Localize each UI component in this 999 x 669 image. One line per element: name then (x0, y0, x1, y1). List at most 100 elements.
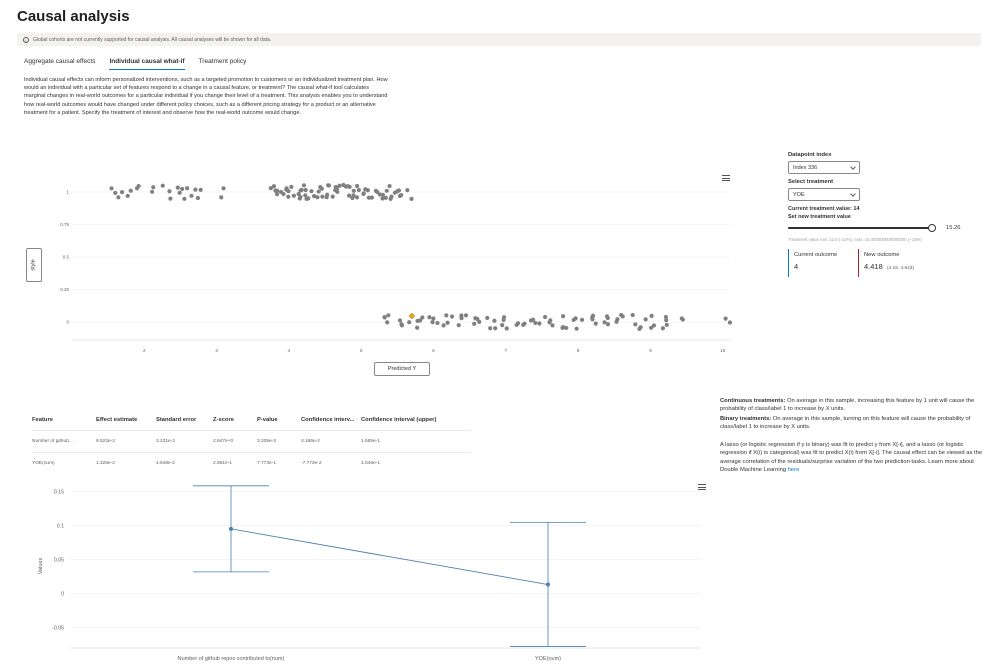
data-point (351, 188, 356, 193)
data-point (441, 323, 446, 328)
data-point (561, 324, 566, 330)
data-point (383, 195, 388, 200)
data-point (528, 318, 534, 323)
data-point (119, 189, 125, 195)
data-point (315, 195, 320, 200)
y-axis-selector-button[interactable]: style (26, 248, 42, 282)
data-point (334, 187, 339, 192)
data-point (128, 188, 133, 193)
treatment-slider[interactable] (788, 224, 936, 232)
data-point (167, 189, 172, 194)
info-bar: i Global cohorts are not currently suppo… (17, 33, 981, 46)
y-tick-label: 1 (66, 190, 69, 195)
data-point (318, 185, 323, 190)
data-point (550, 323, 555, 328)
table-cell: 1.585e-1 (361, 439, 380, 444)
data-point (546, 582, 550, 587)
data-point (193, 187, 198, 192)
x-axis-selector-button[interactable]: Predicted Y (374, 362, 430, 376)
data-point (221, 186, 226, 191)
data-point (449, 314, 455, 319)
data-point (593, 321, 598, 326)
info-icon: i (23, 36, 29, 43)
data-point (561, 314, 566, 319)
data-point (604, 314, 610, 319)
hamburger-menu-icon[interactable] (698, 484, 706, 490)
data-point (680, 317, 685, 322)
table-header-cell[interactable]: Confidence interv... (301, 417, 355, 423)
tab-individual-causal-what-if[interactable]: Individual causal what-if (109, 58, 185, 70)
data-point (271, 184, 277, 189)
table-header-cell[interactable]: P-value (257, 417, 278, 423)
table-header-row: Feature Effect estimate Standard error Z… (32, 410, 471, 430)
data-point (275, 188, 280, 193)
data-point (377, 192, 382, 197)
table-cell: 2.947e+0 (213, 439, 234, 444)
data-point (651, 323, 657, 328)
table-header-cell[interactable]: Z-score (213, 417, 234, 423)
table-header-cell[interactable]: Confidence interval (upper) (361, 417, 437, 423)
data-point (456, 323, 461, 328)
data-point (189, 193, 194, 198)
lasso-note-text: A lasso (or logistic regression if y is … (720, 442, 983, 474)
data-point (354, 183, 360, 189)
y-tick-label: -0.05 (52, 625, 64, 631)
data-point (500, 323, 505, 328)
data-point (485, 315, 490, 321)
table-header-cell[interactable]: Feature (32, 417, 53, 423)
table-cell: 1.046e-1 (361, 461, 380, 466)
slider-thumb[interactable] (927, 224, 936, 232)
data-point (365, 188, 370, 193)
table-cell: 2.861e-1 (213, 461, 232, 466)
what-if-control-panel: Datapoint index Index 336 Select treatme… (788, 152, 988, 277)
table-header-cell[interactable]: Effect estimate (96, 417, 138, 423)
datapoint-index-value: Index 336 (793, 164, 818, 171)
new-treatment-label: Set new treatment value (788, 214, 851, 220)
data-point (637, 326, 642, 332)
data-point (473, 316, 478, 321)
table-cell: -7.773e-2 (301, 461, 322, 466)
x-tick-label: 8 (577, 348, 580, 353)
data-point (643, 317, 648, 322)
new-outcome-label: New outcome (864, 252, 900, 258)
double-ml-link[interactable]: here (787, 467, 800, 474)
hamburger-menu-icon[interactable] (722, 175, 730, 181)
data-point (343, 184, 348, 189)
x-tick-label: 5 (360, 348, 363, 353)
tab-bar: Aggregate causal effects Individual caus… (24, 58, 246, 70)
current-outcome-label: Current outcome (794, 252, 838, 258)
tab-aggregate-causal-effects[interactable]: Aggregate causal effects (24, 58, 96, 65)
data-point (723, 316, 728, 321)
data-point (274, 192, 280, 197)
data-point (615, 317, 620, 322)
table-cell: 9.522e-2 (96, 439, 115, 444)
data-point (574, 326, 579, 331)
series-line (230, 528, 549, 585)
data-point (109, 186, 114, 191)
x-tick-label: 3 (215, 348, 218, 353)
tab-treatment-policy[interactable]: Treatment policy (198, 58, 247, 65)
x-tick-label: 9 (649, 348, 652, 353)
data-point (301, 183, 307, 188)
data-point (289, 184, 294, 189)
data-point (409, 196, 414, 201)
data-point (303, 193, 308, 198)
page-title: Causal analysis (17, 8, 130, 25)
data-point (180, 186, 185, 192)
data-point (350, 195, 355, 201)
datapoint-index-dropdown[interactable]: Index 336 (788, 161, 860, 174)
table-header-cell[interactable]: Standard error (156, 417, 197, 423)
data-point (303, 187, 308, 193)
slider-value: 15.26 (946, 225, 961, 231)
treatment-range-hint: Treatment value min: 12.6 (-10%); max: 1… (788, 237, 922, 242)
select-treatment-dropdown[interactable]: YOE (788, 188, 860, 201)
data-point (427, 315, 432, 320)
data-point (415, 318, 420, 323)
new-outcome-value-row: 4.418 (4.19, 4.643) (864, 262, 948, 271)
y-tick-label: 0.1 (57, 523, 64, 529)
data-point (633, 322, 638, 327)
data-point (185, 186, 190, 191)
data-point (664, 318, 669, 323)
data-point (501, 315, 507, 320)
data-point (182, 196, 187, 201)
